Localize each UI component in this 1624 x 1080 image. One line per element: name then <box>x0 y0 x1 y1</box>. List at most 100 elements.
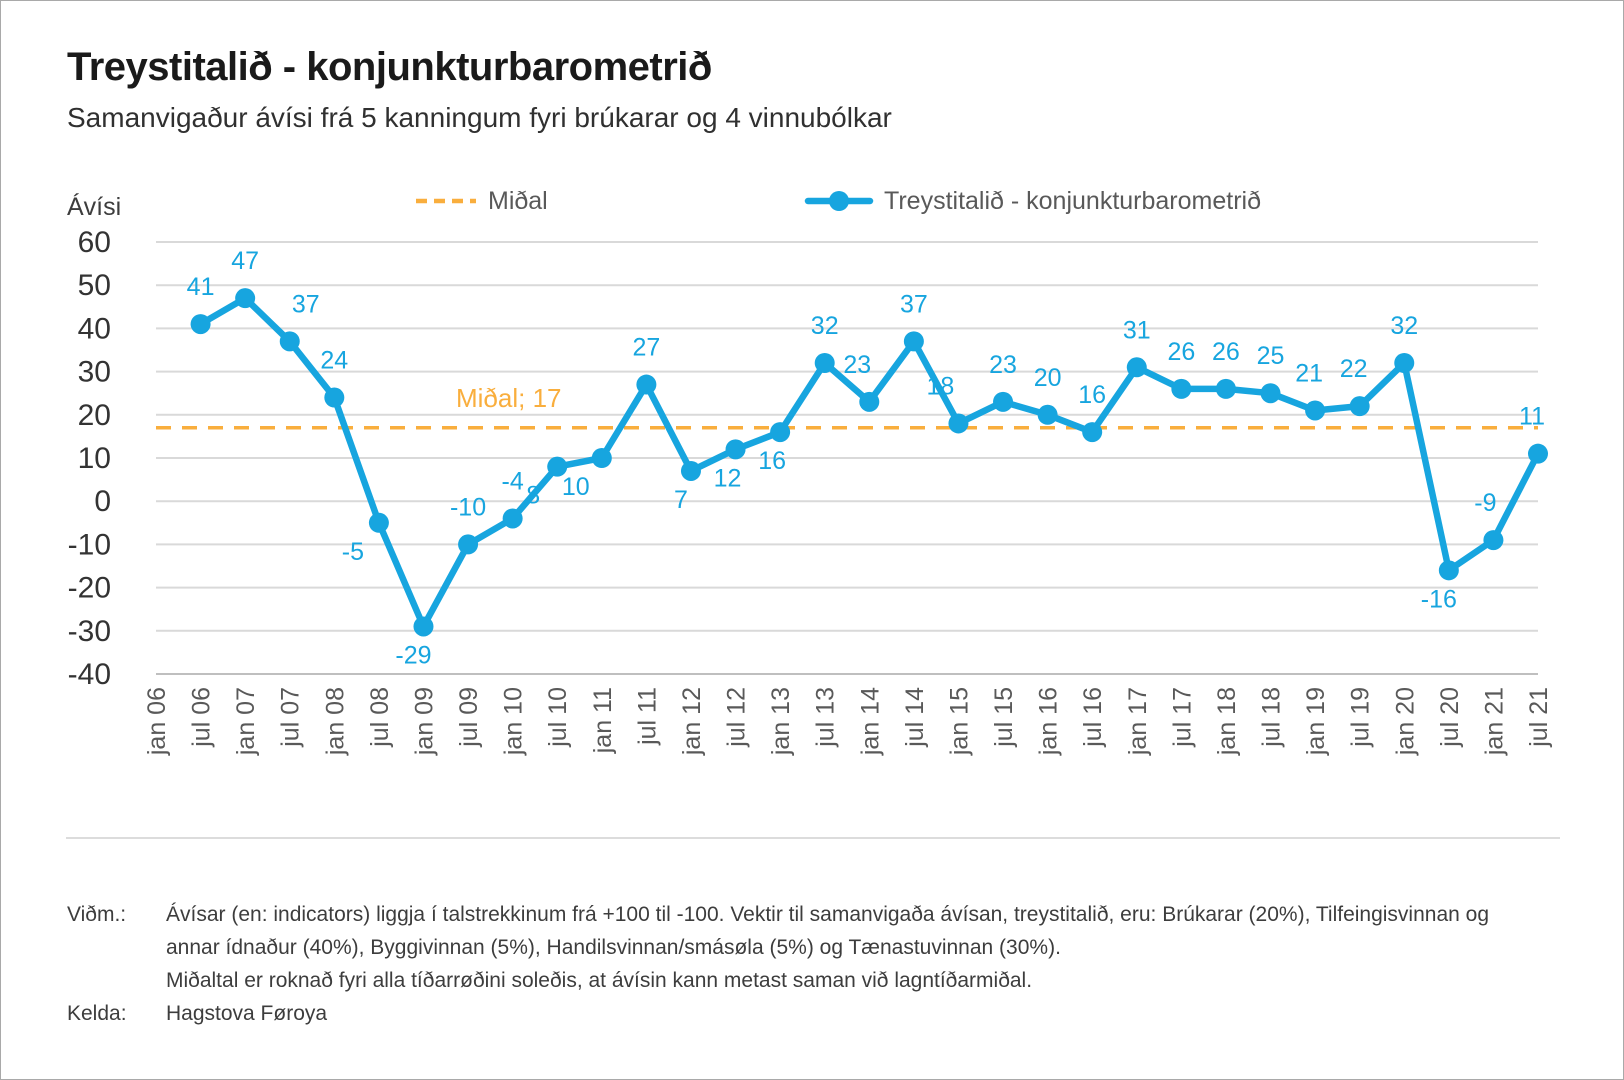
footnote-row-kelda: Kelda: Hagstova Føroya <box>67 997 1547 1030</box>
data-point-label: 25 <box>1257 342 1285 370</box>
data-point-label: 24 <box>320 347 348 375</box>
y-tick-label: 10 <box>78 442 111 475</box>
x-tick-label: jul 18 <box>1258 687 1286 748</box>
x-tick-label: jan 16 <box>1035 687 1063 756</box>
data-point-marker <box>324 387 345 408</box>
data-point-label: 27 <box>632 334 660 362</box>
mean-annotation-label: Miðal; 17 <box>456 383 562 413</box>
data-point-marker <box>591 448 612 468</box>
data-point-label: 37 <box>292 290 320 318</box>
footnote-row-vidm: Viðm.: Ávísar (en: indicators) liggja í … <box>67 898 1547 997</box>
data-point-label: 16 <box>758 447 786 475</box>
x-tick-label: jul 12 <box>723 687 751 748</box>
data-point-label: 12 <box>714 464 742 492</box>
x-tick-label: jul 07 <box>277 687 305 748</box>
data-point-label: 31 <box>1123 316 1151 344</box>
x-tick-label: jul 14 <box>901 687 929 748</box>
x-tick-label: jul 21 <box>1525 687 1553 748</box>
footnote-label-vidm: Viðm.: <box>67 903 127 926</box>
y-tick-label: 30 <box>78 356 111 389</box>
x-tick-label: jul 15 <box>990 687 1018 748</box>
x-tick-label: jul 06 <box>188 687 216 748</box>
legend-label-midal: Miðal <box>488 186 548 215</box>
x-tick-label: jan 20 <box>1391 687 1419 756</box>
data-point-marker <box>636 374 657 395</box>
x-tick-label: jan 08 <box>321 687 349 756</box>
chart-legend: Miðal Treystitalið - konjunkturbarometri… <box>1 186 1623 217</box>
data-point-label: 10 <box>562 473 590 501</box>
x-tick-label: jan 17 <box>1124 687 1152 756</box>
data-point-label: 26 <box>1212 338 1240 366</box>
footnote-vidm-paragraph-2: Miðaltal er roknað fyri alla tíðarrøðini… <box>166 969 1033 992</box>
data-point-marker <box>1483 530 1504 551</box>
x-tick-label: jul 16 <box>1079 687 1107 748</box>
y-axis-title: Ávísi <box>67 193 122 221</box>
y-tick-label: -10 <box>68 528 111 561</box>
x-tick-label: jul 09 <box>455 687 483 748</box>
data-point-label: 18 <box>927 372 955 400</box>
dashed-line-swatch <box>416 198 476 204</box>
data-point-label: 11 <box>1519 403 1545 431</box>
data-point-marker <box>279 331 300 352</box>
page-subtitle: Samanvigaður ávísi frá 5 kanningum fyri … <box>67 102 892 133</box>
data-point-marker <box>502 508 523 529</box>
x-tick-label: jan 14 <box>856 687 884 756</box>
data-point-label: 32 <box>811 312 839 340</box>
data-point-label: -9 <box>1474 489 1496 517</box>
data-point-label: 7 <box>674 486 688 514</box>
data-point-marker <box>903 331 924 352</box>
x-tick-label: jan 18 <box>1213 687 1241 756</box>
line-marker-swatch <box>804 191 874 211</box>
data-point-label: 21 <box>1295 359 1323 387</box>
x-tick-label: jan 07 <box>232 687 260 756</box>
data-point-label: 23 <box>843 351 871 379</box>
data-point-marker <box>1528 443 1548 464</box>
x-tick-label: jan 12 <box>678 687 706 756</box>
data-point-label: 23 <box>989 351 1017 379</box>
footnote-text-vidm: Ávísar (en: indicators) liggja í talstre… <box>166 898 1547 997</box>
data-point-label: -5 <box>342 538 364 566</box>
data-point-label: 26 <box>1167 338 1195 366</box>
x-tick-label: jan 19 <box>1302 687 1330 756</box>
footnotes: Viðm.: Ávísar (en: indicators) liggja í … <box>67 898 1547 1030</box>
x-tick-label: jan 21 <box>1480 687 1508 756</box>
data-point-marker <box>948 413 969 434</box>
y-tick-label: -40 <box>68 658 111 691</box>
data-point-label: 37 <box>900 290 928 318</box>
line-swatch-marker <box>829 191 849 211</box>
data-point-label: 20 <box>1034 364 1062 392</box>
data-point-label: -16 <box>1421 585 1457 613</box>
data-point-label: 8 <box>526 482 540 510</box>
data-point-marker <box>725 439 746 460</box>
x-tick-label: jul 10 <box>544 687 572 748</box>
y-tick-label: 20 <box>78 399 111 432</box>
data-point-marker <box>413 616 434 637</box>
x-tick-label: jul 19 <box>1347 687 1375 748</box>
data-point-label: 41 <box>187 273 215 301</box>
page-title: Treystitalið - konjunkturbarometrið <box>67 45 712 89</box>
x-tick-label: jan 06 <box>143 687 171 756</box>
data-point-label: 16 <box>1078 381 1106 409</box>
y-tick-label: 40 <box>78 312 111 345</box>
x-tick-label: jul 13 <box>812 687 840 748</box>
y-tick-label: -20 <box>68 572 111 605</box>
data-point-marker <box>993 391 1014 412</box>
legend-label-series: Treystitalið - konjunkturbarometrið <box>884 186 1261 215</box>
data-point-label: -10 <box>450 493 486 521</box>
data-point-marker <box>547 456 568 477</box>
data-point-marker <box>1305 400 1326 421</box>
y-tick-label: -30 <box>68 615 111 648</box>
x-tick-label: jul 08 <box>366 687 394 748</box>
x-tick-label: jan 15 <box>945 687 973 756</box>
data-point-marker <box>1126 357 1147 378</box>
legend-item-series: Treystitalið - konjunkturbarometrið <box>804 187 1261 215</box>
x-tick-label: jan 13 <box>767 687 795 756</box>
data-point-marker <box>770 422 791 443</box>
y-tick-label: 50 <box>78 269 111 302</box>
data-point-marker <box>1260 383 1281 404</box>
data-point-label: 32 <box>1390 312 1418 340</box>
footnote-vidm-paragraph-1: Ávísar (en: indicators) liggja í talstre… <box>166 903 1490 959</box>
x-tick-label: jul 11 <box>633 687 661 746</box>
